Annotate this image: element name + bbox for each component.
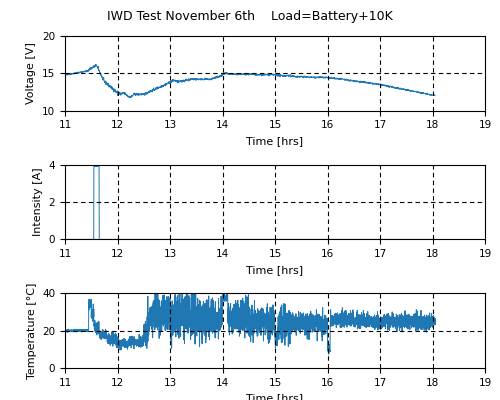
Y-axis label: Temperature [°C]: Temperature [°C] — [26, 282, 36, 379]
X-axis label: Time [hrs]: Time [hrs] — [246, 393, 304, 400]
Y-axis label: Voltage [V]: Voltage [V] — [26, 42, 36, 104]
Text: IWD Test November 6th    Load=Battery+10K: IWD Test November 6th Load=Battery+10K — [107, 10, 393, 23]
X-axis label: Time [hrs]: Time [hrs] — [246, 265, 304, 275]
X-axis label: Time [hrs]: Time [hrs] — [246, 136, 304, 146]
Y-axis label: Intensity [A]: Intensity [A] — [33, 168, 43, 236]
